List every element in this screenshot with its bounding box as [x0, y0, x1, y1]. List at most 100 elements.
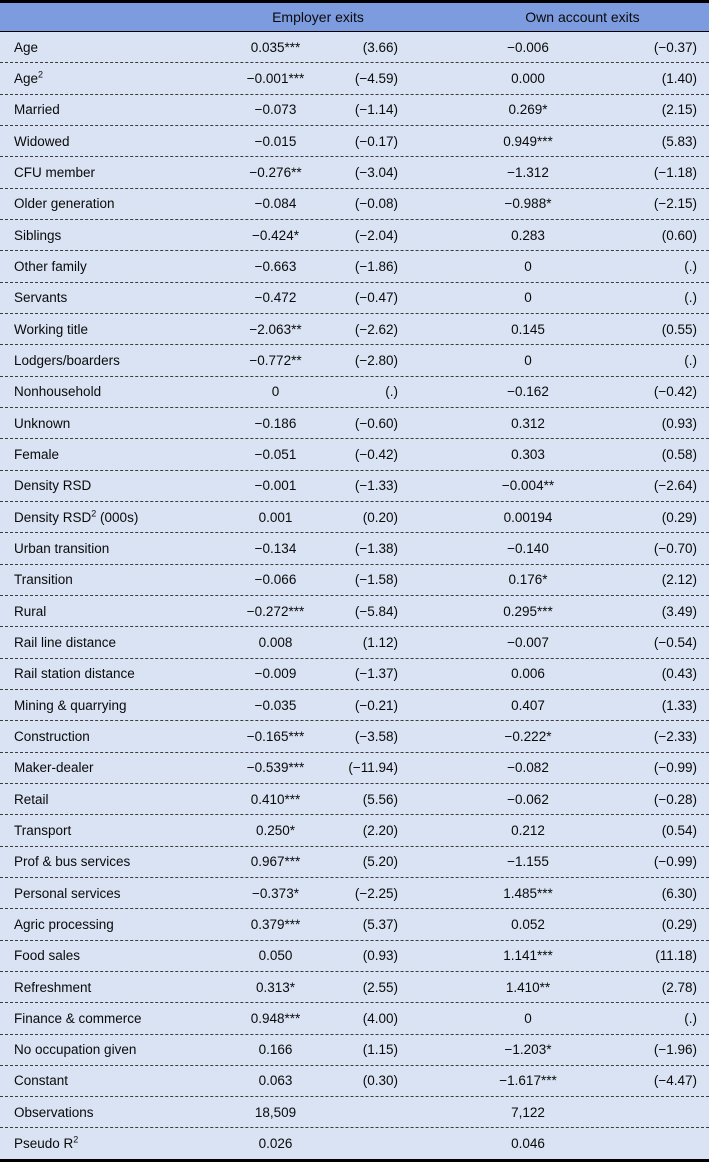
own-account-coefficient: 0.212: [511, 822, 545, 838]
own-account-tstat: (−2.15): [653, 196, 697, 212]
own-account-coefficient: 0.407: [511, 697, 545, 713]
own-account-tstat: (0.58): [661, 446, 697, 462]
employer-coefficient: 0.063: [258, 1073, 293, 1089]
own-account-tstat: (0.55): [661, 321, 697, 337]
employer-coefficient: −2.063**: [249, 321, 302, 337]
table-row: Density RSD −0.001 (−1.33) −0.004** (−2.…: [0, 471, 709, 502]
employer-coefficient: −0.663: [254, 258, 297, 274]
own-account-coefficient: −0.222*: [504, 728, 552, 744]
employer-coefficient: −0.001***: [246, 70, 305, 86]
own-account-tstat: (1.33): [661, 697, 697, 713]
own-account-tstat: (0.29): [661, 916, 697, 932]
row-label: Nonhousehold: [14, 384, 102, 400]
own-account-tstat: (−0.99): [653, 760, 697, 776]
table-row: Widowed −0.015 (−0.17) 0.949*** (5.83): [0, 126, 709, 158]
employer-coefficient: −0.035: [254, 697, 297, 713]
row-label: Density RSD2 (000s): [14, 508, 139, 525]
employer-tstat: (1.12): [362, 634, 398, 650]
own-account-coefficient: 0.176*: [508, 572, 548, 588]
own-account-coefficient: 0.949***: [503, 133, 553, 149]
own-account-tstat: (.): [684, 258, 697, 274]
own-account-coefficient: −0.140: [507, 540, 549, 556]
employer-coefficient: 0.967***: [250, 854, 301, 870]
row-label: Rail line distance: [14, 634, 117, 650]
employer-coefficient: 0.035***: [250, 39, 301, 55]
employer-coefficient: −0.539***: [246, 760, 305, 776]
employer-coefficient: 18,509: [254, 1104, 297, 1120]
row-label: Age: [14, 39, 39, 55]
employer-coefficient: −0.186: [254, 415, 297, 431]
employer-tstat: (2.20): [362, 822, 398, 838]
employer-tstat: (−2.62): [354, 321, 398, 337]
row-label: Refreshment: [14, 979, 92, 995]
employer-coefficient: −0.051: [254, 446, 297, 462]
employer-tstat: (0.20): [362, 509, 398, 525]
row-label: Female: [14, 446, 60, 462]
table-row: Nonhousehold 0 (.) −0.162 (−0.42): [0, 377, 709, 408]
row-label: Siblings: [14, 227, 62, 243]
own-account-coefficient: 0.006: [511, 666, 545, 682]
own-account-tstat: (5.83): [661, 133, 697, 149]
row-label: Finance & commerce: [14, 1010, 142, 1026]
employer-tstat: (−1.14): [354, 102, 398, 118]
own-account-coefficient: −1.617***: [499, 1073, 557, 1089]
table-row: Lodgers/boarders −0.772** (−2.80) 0 (.): [0, 345, 709, 377]
own-account-tstat: (.): [684, 290, 697, 306]
table-row: Pseudo R2 0.026 0.046: [0, 1128, 709, 1158]
employer-tstat: (−1.33): [354, 478, 398, 494]
row-label: Transition: [14, 572, 73, 588]
employer-tstat: (−1.86): [354, 258, 398, 274]
table-row: Refreshment 0.313* (2.55) 1.410** (2.78): [0, 972, 709, 1004]
table-row: CFU member −0.276** (−3.04) −1.312 (−1.1…: [0, 157, 709, 189]
own-account-coefficient: 0.145: [511, 321, 545, 337]
own-account-tstat: (−4.47): [653, 1073, 697, 1089]
table-row: Rail station distance −0.009 (−1.37) 0.0…: [0, 659, 709, 690]
own-account-coefficient: 0.000: [511, 70, 545, 86]
row-label: Retail: [14, 791, 49, 807]
row-label: No occupation given: [14, 1042, 137, 1058]
employer-tstat: (−3.04): [354, 164, 398, 180]
employer-coefficient: 0.166: [258, 1042, 293, 1058]
employer-tstat: (4.00): [362, 1010, 398, 1026]
table-row: Agric processing 0.379*** (5.37) 0.052 (…: [0, 909, 709, 941]
employer-coefficient: 0.379***: [250, 916, 301, 932]
own-account-tstat: (.): [684, 352, 697, 368]
row-label: Older generation: [14, 196, 115, 212]
header-own-account-exits: Own account exits: [525, 9, 640, 25]
table-row: Rural −0.272*** (−5.84) 0.295*** (3.49): [0, 596, 709, 628]
row-label: Agric processing: [14, 916, 114, 932]
employer-coefficient: −0.424*: [252, 227, 299, 243]
table-row: Personal services −0.373* (−2.25) 1.485*…: [0, 878, 709, 910]
table-row: Unknown −0.186 (−0.60) 0.312 (0.93): [0, 408, 709, 440]
own-account-coefficient: 0.00194: [503, 509, 553, 525]
own-account-coefficient: −0.007: [507, 634, 549, 650]
employer-tstat: (−4.59): [354, 70, 398, 86]
employer-coefficient: 0.313*: [255, 979, 296, 995]
own-account-tstat: (−1.18): [653, 164, 697, 180]
row-label: Married: [14, 102, 60, 118]
employer-coefficient: −0.165***: [246, 728, 305, 744]
employer-coefficient: −0.001: [254, 478, 297, 494]
employer-tstat: (0.93): [362, 948, 398, 964]
table-row: Siblings −0.424* (−2.04) 0.283 (0.60): [0, 220, 709, 252]
employer-coefficient: −0.472: [254, 290, 297, 306]
own-account-coefficient: 0.283: [511, 227, 545, 243]
row-label: Unknown: [14, 415, 71, 431]
row-label: CFU member: [14, 164, 96, 180]
row-label: Other family: [14, 258, 87, 274]
own-account-coefficient: −1.155: [507, 854, 549, 870]
employer-tstat: (−2.80): [354, 352, 398, 368]
row-label: Construction: [14, 728, 90, 744]
employer-tstat: (0.30): [362, 1073, 398, 1089]
employer-tstat: (5.20): [362, 854, 398, 870]
employer-coefficient: 0.250*: [255, 822, 296, 838]
employer-tstat: (−0.42): [354, 446, 398, 462]
row-label: Servants: [14, 290, 68, 306]
row-label: Urban transition: [14, 540, 110, 556]
table-row: Construction −0.165*** (−3.58) −0.222* (…: [0, 721, 709, 753]
employer-tstat: (−11.94): [348, 760, 398, 776]
employer-coefficient: −0.009: [254, 666, 297, 682]
row-label: Prof & bus services: [14, 854, 131, 870]
row-label: Rail station distance: [14, 666, 135, 682]
